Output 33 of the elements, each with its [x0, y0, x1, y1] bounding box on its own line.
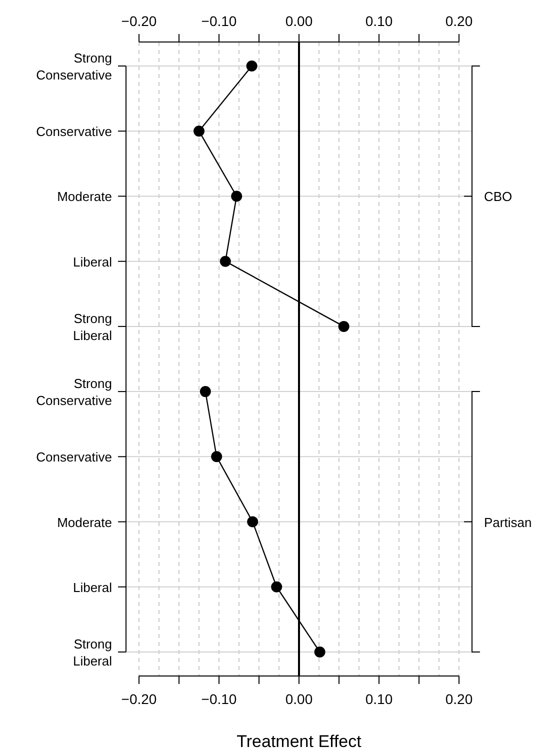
- x-tick-label: −0.20: [121, 13, 157, 29]
- y-tick-label: Moderate: [57, 514, 112, 530]
- point: [231, 190, 242, 202]
- point: [194, 126, 204, 137]
- point: [220, 256, 231, 267]
- x-tick-label: −0.10: [201, 13, 237, 29]
- y-tick-label: Moderate: [57, 189, 112, 204]
- y-tick-label: Liberal: [72, 580, 112, 595]
- x-tick-label: 0.00: [285, 13, 313, 29]
- y-tick-label: Strong Conservative: [36, 50, 112, 82]
- point: [200, 386, 211, 398]
- y-tick-label: Strong Liberal: [72, 310, 112, 343]
- y-tick-label: Conservative: [36, 124, 112, 140]
- y-tick-label: Strong Liberal: [72, 636, 112, 668]
- point: [247, 516, 258, 528]
- text: 0.20: [445, 691, 473, 707]
- legend-label: Partisan: [484, 514, 532, 530]
- x-tick-label: 0.10: [365, 13, 393, 29]
- y-tick-label: Strong Conservative: [36, 376, 112, 408]
- point: [211, 451, 222, 462]
- text: −0.10: [201, 691, 237, 707]
- y-tick-label: Conservative: [36, 450, 112, 465]
- x-tick-label: 0.20: [445, 13, 473, 29]
- point: [246, 60, 258, 72]
- text: 0.10: [365, 691, 393, 707]
- text: −0.20: [121, 691, 157, 707]
- y-tick-label: Liberal: [72, 254, 112, 270]
- x-axis-title: Treatment Effect: [236, 732, 362, 751]
- point: [338, 320, 350, 332]
- text: 0.00: [285, 691, 313, 707]
- point: [314, 646, 326, 658]
- point: [271, 581, 282, 592]
- legend-label: CBO: [484, 189, 512, 204]
